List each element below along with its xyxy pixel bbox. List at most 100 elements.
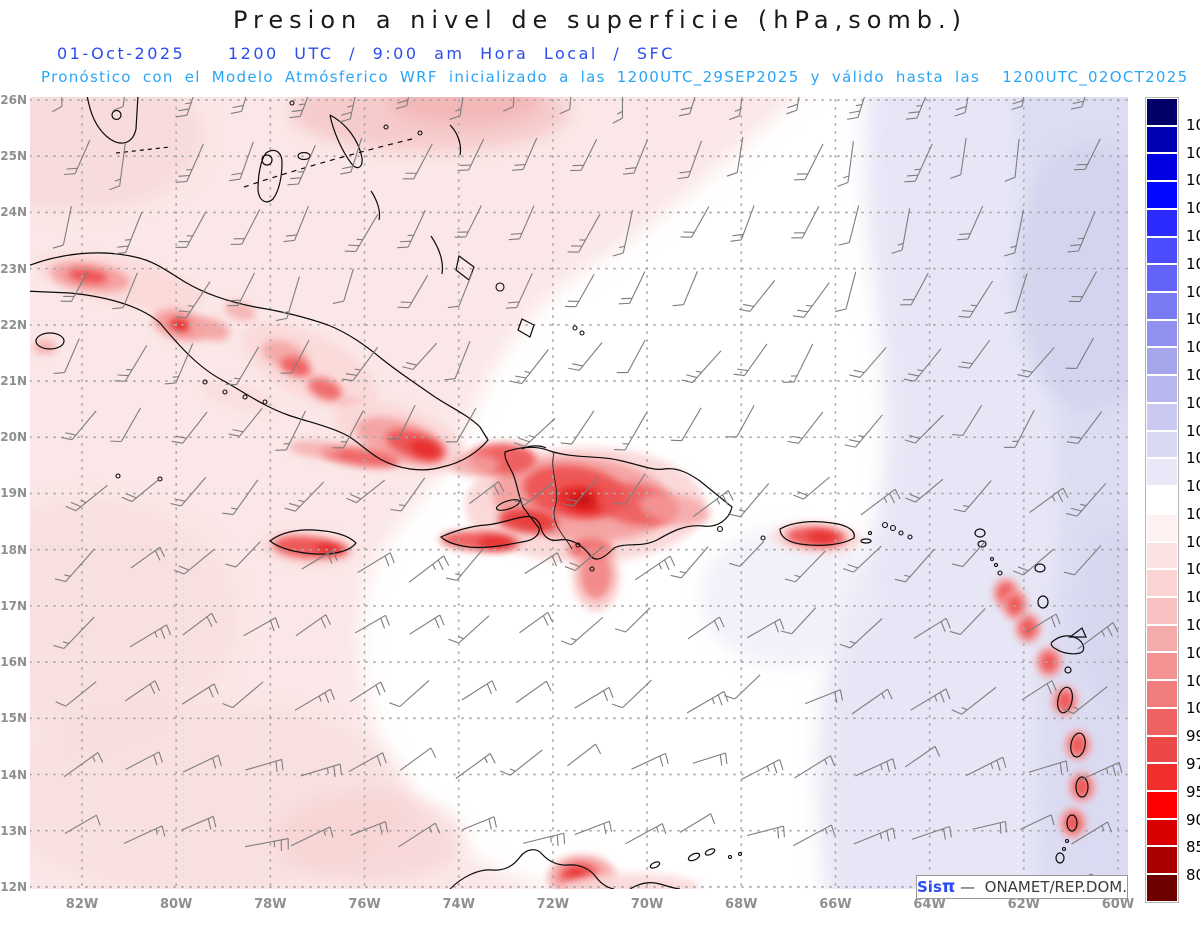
wind-barb xyxy=(1081,97,1086,108)
wind-barb xyxy=(962,405,983,436)
colorbar-cell xyxy=(1147,320,1177,347)
wind-barb xyxy=(444,378,456,381)
wind-barb xyxy=(239,141,254,180)
wind-barb xyxy=(290,177,302,180)
header-datetime-row: 01-Oct-2025 1200 UTC / 9:00 am Hora Loca… xyxy=(0,44,1200,64)
colorbar-tick-label: 970 xyxy=(1186,755,1200,774)
colorbar-tick-label: 1010 xyxy=(1186,560,1200,579)
wind-barb xyxy=(170,502,182,507)
wind-barb xyxy=(713,620,720,631)
wind-barb xyxy=(855,414,883,448)
wind-barb xyxy=(231,172,243,176)
colorbar-tick-label: 1000 xyxy=(1186,699,1200,718)
wind-barb xyxy=(678,113,690,117)
wind-barb xyxy=(339,118,351,123)
wind-barb xyxy=(379,823,383,835)
wind-barb xyxy=(345,373,357,376)
wind-barb xyxy=(1063,708,1074,715)
wind-barb xyxy=(299,103,306,106)
colorbar-tick-label: 1004 xyxy=(1186,643,1200,662)
wind-barb xyxy=(686,374,698,379)
wind-barb xyxy=(413,143,433,180)
wind-barb xyxy=(658,563,662,570)
wind-barb xyxy=(232,479,259,515)
wind-barb xyxy=(774,621,779,633)
wind-barb xyxy=(803,282,830,318)
colorbar-cell xyxy=(1147,764,1177,790)
wind-barb xyxy=(491,680,497,692)
wind-barb xyxy=(962,310,974,313)
colorbar-tick-label: 1040 xyxy=(1186,143,1200,162)
wind-barb xyxy=(1079,271,1098,302)
lon-label: 74W xyxy=(442,897,475,912)
wind-barb xyxy=(172,376,179,378)
wind-barb xyxy=(783,826,785,838)
wind-barb xyxy=(185,281,211,319)
wind-barb xyxy=(734,674,761,700)
wind-barb xyxy=(655,826,659,833)
wind-barb xyxy=(847,141,854,183)
wind-barb xyxy=(743,343,768,376)
wind-barb xyxy=(80,499,87,504)
wind-barb xyxy=(232,429,244,433)
wind-barb xyxy=(906,174,919,177)
wind-barb xyxy=(74,139,91,174)
wind-barb xyxy=(960,137,967,175)
wind-barb xyxy=(1063,571,1075,576)
wind-barb xyxy=(945,618,951,629)
wind-barb xyxy=(340,171,352,175)
wind-barb xyxy=(160,628,166,639)
wind-barb xyxy=(1101,630,1106,637)
wind-barb xyxy=(122,272,138,308)
wind-barb xyxy=(897,242,904,246)
wind-barb xyxy=(382,752,387,764)
wind-barb xyxy=(560,442,572,445)
wind-barb xyxy=(908,111,920,114)
wind-barb xyxy=(343,268,354,302)
wind-barb xyxy=(161,825,166,837)
wind-barb xyxy=(62,206,72,246)
wind-barb xyxy=(733,373,745,377)
wind-barb xyxy=(738,97,743,116)
colorbar-tick-label: 990 xyxy=(1186,727,1200,746)
wind-barb xyxy=(294,205,309,241)
wind-barb xyxy=(739,540,765,567)
wind-barb xyxy=(845,271,857,310)
wind-barb xyxy=(956,238,968,241)
wind-barb xyxy=(680,107,692,111)
wind-barb xyxy=(901,208,911,251)
wind-barb xyxy=(916,97,927,119)
colorbar-cell xyxy=(1147,237,1177,264)
wind-barb xyxy=(456,407,477,443)
wind-barb xyxy=(659,755,664,767)
lat-label: 12N xyxy=(0,879,27,894)
wind-barb xyxy=(934,695,938,702)
wind-barb xyxy=(117,245,129,248)
wind-barb xyxy=(458,271,474,307)
colorbar-tick-label: 1017 xyxy=(1186,393,1200,412)
wind-barb xyxy=(728,115,740,121)
wind-barb xyxy=(680,546,709,579)
wind-barb xyxy=(1027,346,1055,378)
lon-label: 72W xyxy=(536,897,570,912)
wind-barb xyxy=(122,97,125,107)
wind-barb xyxy=(914,143,933,182)
wind-barb xyxy=(625,167,637,170)
wind-barb xyxy=(1059,762,1063,774)
wind-barb xyxy=(398,404,416,439)
wind-barb xyxy=(886,761,891,773)
wind-barb xyxy=(54,578,66,583)
wind-barb xyxy=(121,496,133,503)
wind-barb xyxy=(222,512,234,516)
wind-barb xyxy=(299,97,309,117)
wind-barb xyxy=(519,205,535,240)
attribution-brand: Sis xyxy=(917,878,942,896)
wind-barb xyxy=(608,687,614,698)
colorbar-cell xyxy=(1147,736,1177,763)
wind-barb xyxy=(186,143,204,182)
wind-barb xyxy=(518,437,530,443)
colorbar-cell xyxy=(1147,126,1177,153)
pi-logo-glyph: π xyxy=(941,876,956,897)
wind-barb xyxy=(465,205,482,238)
wind-barb xyxy=(670,574,682,579)
